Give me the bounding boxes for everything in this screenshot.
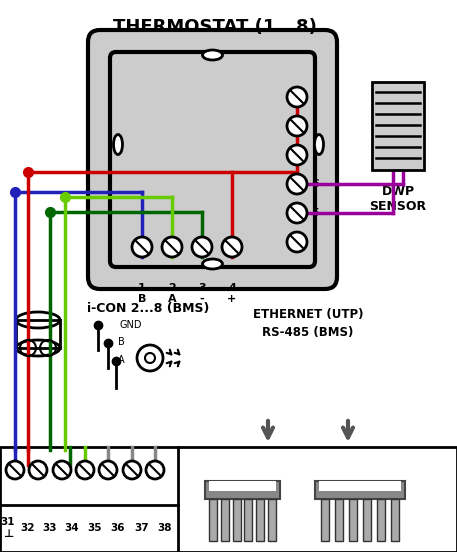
Bar bbox=[372, 82, 424, 170]
Circle shape bbox=[76, 461, 94, 479]
Ellipse shape bbox=[113, 135, 122, 155]
Bar bbox=[363, 499, 371, 541]
Text: GND: GND bbox=[120, 320, 143, 330]
Text: B: B bbox=[138, 294, 146, 304]
Bar bbox=[349, 499, 357, 541]
Bar bbox=[221, 499, 228, 541]
Text: DWP
SENSOR: DWP SENSOR bbox=[369, 185, 426, 213]
Bar bbox=[315, 481, 405, 499]
Text: 38: 38 bbox=[158, 523, 172, 533]
Circle shape bbox=[6, 461, 24, 479]
Circle shape bbox=[146, 461, 164, 479]
Bar bbox=[0, 447, 457, 552]
Bar bbox=[256, 499, 264, 541]
Text: 34: 34 bbox=[65, 523, 80, 533]
Text: 6: 6 bbox=[311, 179, 319, 189]
Circle shape bbox=[287, 203, 307, 223]
Bar bbox=[244, 499, 252, 541]
Circle shape bbox=[287, 116, 307, 136]
Bar bbox=[321, 499, 329, 541]
Text: THERMOSTAT (1...8): THERMOSTAT (1...8) bbox=[113, 18, 317, 36]
Text: A: A bbox=[168, 294, 176, 304]
Text: 3: 3 bbox=[198, 283, 206, 293]
Circle shape bbox=[132, 237, 152, 257]
Text: 31: 31 bbox=[1, 517, 15, 527]
Text: 33: 33 bbox=[43, 523, 57, 533]
Bar bbox=[377, 499, 385, 541]
Text: 36: 36 bbox=[111, 523, 125, 533]
Bar bbox=[233, 499, 240, 541]
Circle shape bbox=[287, 145, 307, 165]
FancyBboxPatch shape bbox=[88, 30, 337, 289]
FancyBboxPatch shape bbox=[110, 52, 315, 267]
Text: A: A bbox=[118, 355, 125, 365]
Ellipse shape bbox=[314, 135, 324, 155]
Bar bbox=[335, 499, 343, 541]
Circle shape bbox=[162, 237, 182, 257]
Text: 37: 37 bbox=[135, 523, 149, 533]
Text: 35: 35 bbox=[88, 523, 102, 533]
Text: 2: 2 bbox=[168, 283, 176, 293]
Circle shape bbox=[287, 87, 307, 107]
Text: ETHERNET (UTP)
RS-485 (BMS): ETHERNET (UTP) RS-485 (BMS) bbox=[253, 308, 363, 339]
Circle shape bbox=[287, 174, 307, 194]
Circle shape bbox=[99, 461, 117, 479]
Circle shape bbox=[287, 232, 307, 252]
Ellipse shape bbox=[202, 50, 223, 60]
Text: B: B bbox=[118, 337, 125, 347]
Text: -: - bbox=[200, 294, 204, 304]
Circle shape bbox=[222, 237, 242, 257]
Text: 32: 32 bbox=[21, 523, 35, 533]
Text: 4: 4 bbox=[228, 283, 236, 293]
Text: +: + bbox=[228, 294, 237, 304]
Bar bbox=[16, 320, 60, 348]
Circle shape bbox=[192, 237, 212, 257]
Circle shape bbox=[29, 461, 47, 479]
Bar bbox=[391, 499, 399, 541]
Circle shape bbox=[123, 461, 141, 479]
Bar bbox=[209, 499, 217, 541]
Ellipse shape bbox=[202, 259, 223, 269]
Circle shape bbox=[145, 353, 155, 363]
Text: i-CON 2...8 (BMS): i-CON 2...8 (BMS) bbox=[87, 302, 209, 315]
Circle shape bbox=[137, 345, 163, 371]
Text: 1: 1 bbox=[138, 283, 146, 293]
Text: ⊥: ⊥ bbox=[3, 529, 13, 539]
Bar bbox=[319, 481, 401, 491]
Circle shape bbox=[53, 461, 71, 479]
Bar bbox=[268, 499, 276, 541]
Bar bbox=[209, 481, 276, 491]
Bar bbox=[205, 481, 280, 499]
Text: 5: 5 bbox=[311, 208, 319, 218]
